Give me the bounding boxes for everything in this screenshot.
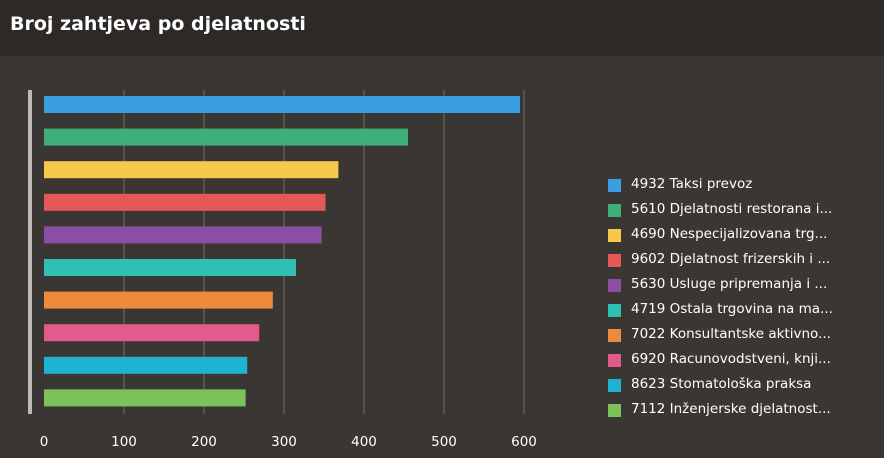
legend-item[interactable]: 5610 Djelatnosti restorana i...	[608, 201, 878, 226]
y-axis-line	[28, 90, 32, 414]
legend-item[interactable]: 4719 Ostala trgovina na ma...	[608, 301, 878, 326]
bar	[44, 259, 296, 276]
legend-swatch	[608, 254, 621, 267]
legend-item[interactable]: 9602 Djelatnost frizerskih i ...	[608, 251, 878, 276]
legend-label: 4932 Taksi prevoz	[631, 176, 753, 192]
legend-swatch	[608, 279, 621, 292]
legend-swatch	[608, 329, 621, 342]
legend-item[interactable]: 7112 Inženjerske djelatnost...	[608, 401, 878, 426]
chart-header: Broj zahtjeva po djelatnosti	[0, 0, 884, 56]
x-tick-label: 100	[111, 434, 137, 450]
legend-label: 4719 Ostala trgovina na ma...	[631, 301, 833, 317]
legend-label: 5630 Usluge pripremanja i ...	[631, 276, 828, 292]
legend-item[interactable]: 4690 Nespecijalizovana trg...	[608, 226, 878, 251]
x-tick-label: 400	[351, 434, 377, 450]
x-tick-label: 200	[191, 434, 217, 450]
x-tick-label: 0	[40, 434, 49, 450]
x-tick-label: 500	[431, 434, 457, 450]
bar	[44, 128, 408, 146]
legend-item[interactable]: 7022 Konsultantske aktivno...	[608, 326, 878, 351]
legend-swatch	[608, 204, 621, 217]
legend-label: 6920 Racunovodstveni, knji...	[631, 351, 831, 367]
chart-panel: 0 100 200 300 400 500 600 4932 Taksi prevoz 561…	[0, 56, 884, 458]
legend-swatch	[608, 179, 621, 192]
legend-item[interactable]: 4932 Taksi prevoz	[608, 176, 878, 201]
bar	[44, 96, 520, 113]
legend-swatch	[608, 304, 621, 317]
legend-swatch	[608, 404, 621, 417]
bar	[44, 389, 246, 407]
bar	[44, 161, 339, 179]
legend-item[interactable]: 5630 Usluge pripremanja i ...	[608, 276, 878, 301]
legend-label: 4690 Nespecijalizovana trg...	[631, 226, 828, 242]
legend-swatch	[608, 229, 621, 242]
legend-item[interactable]: 8623 Stomatološka praksa	[608, 376, 878, 401]
chart-legend: 4932 Taksi prevoz 5610 Djelatnosti restor…	[608, 176, 878, 426]
legend-label: 7022 Konsultantske aktivno...	[631, 326, 831, 342]
bar	[44, 291, 273, 309]
legend-label: 5610 Djelatnosti restorana i...	[631, 201, 833, 217]
x-tick-label: 600	[511, 434, 537, 450]
chart-title: Broj zahtjeva po djelatnosti	[10, 13, 306, 35]
legend-swatch	[608, 379, 621, 392]
x-tick-label: 300	[271, 434, 297, 450]
legend-item[interactable]: 6920 Racunovodstveni, knji...	[608, 351, 878, 376]
bar	[44, 226, 322, 244]
bar	[44, 356, 248, 374]
bar	[44, 324, 260, 342]
legend-label: 7112 Inženjerske djelatnost...	[631, 401, 831, 417]
bar	[44, 193, 326, 211]
legend-label: 9602 Djelatnost frizerskih i ...	[631, 251, 831, 267]
bar-chart: 0 100 200 300 400 500 600	[28, 90, 537, 450]
legend-swatch	[608, 354, 621, 367]
legend-label: 8623 Stomatološka praksa	[631, 376, 812, 392]
